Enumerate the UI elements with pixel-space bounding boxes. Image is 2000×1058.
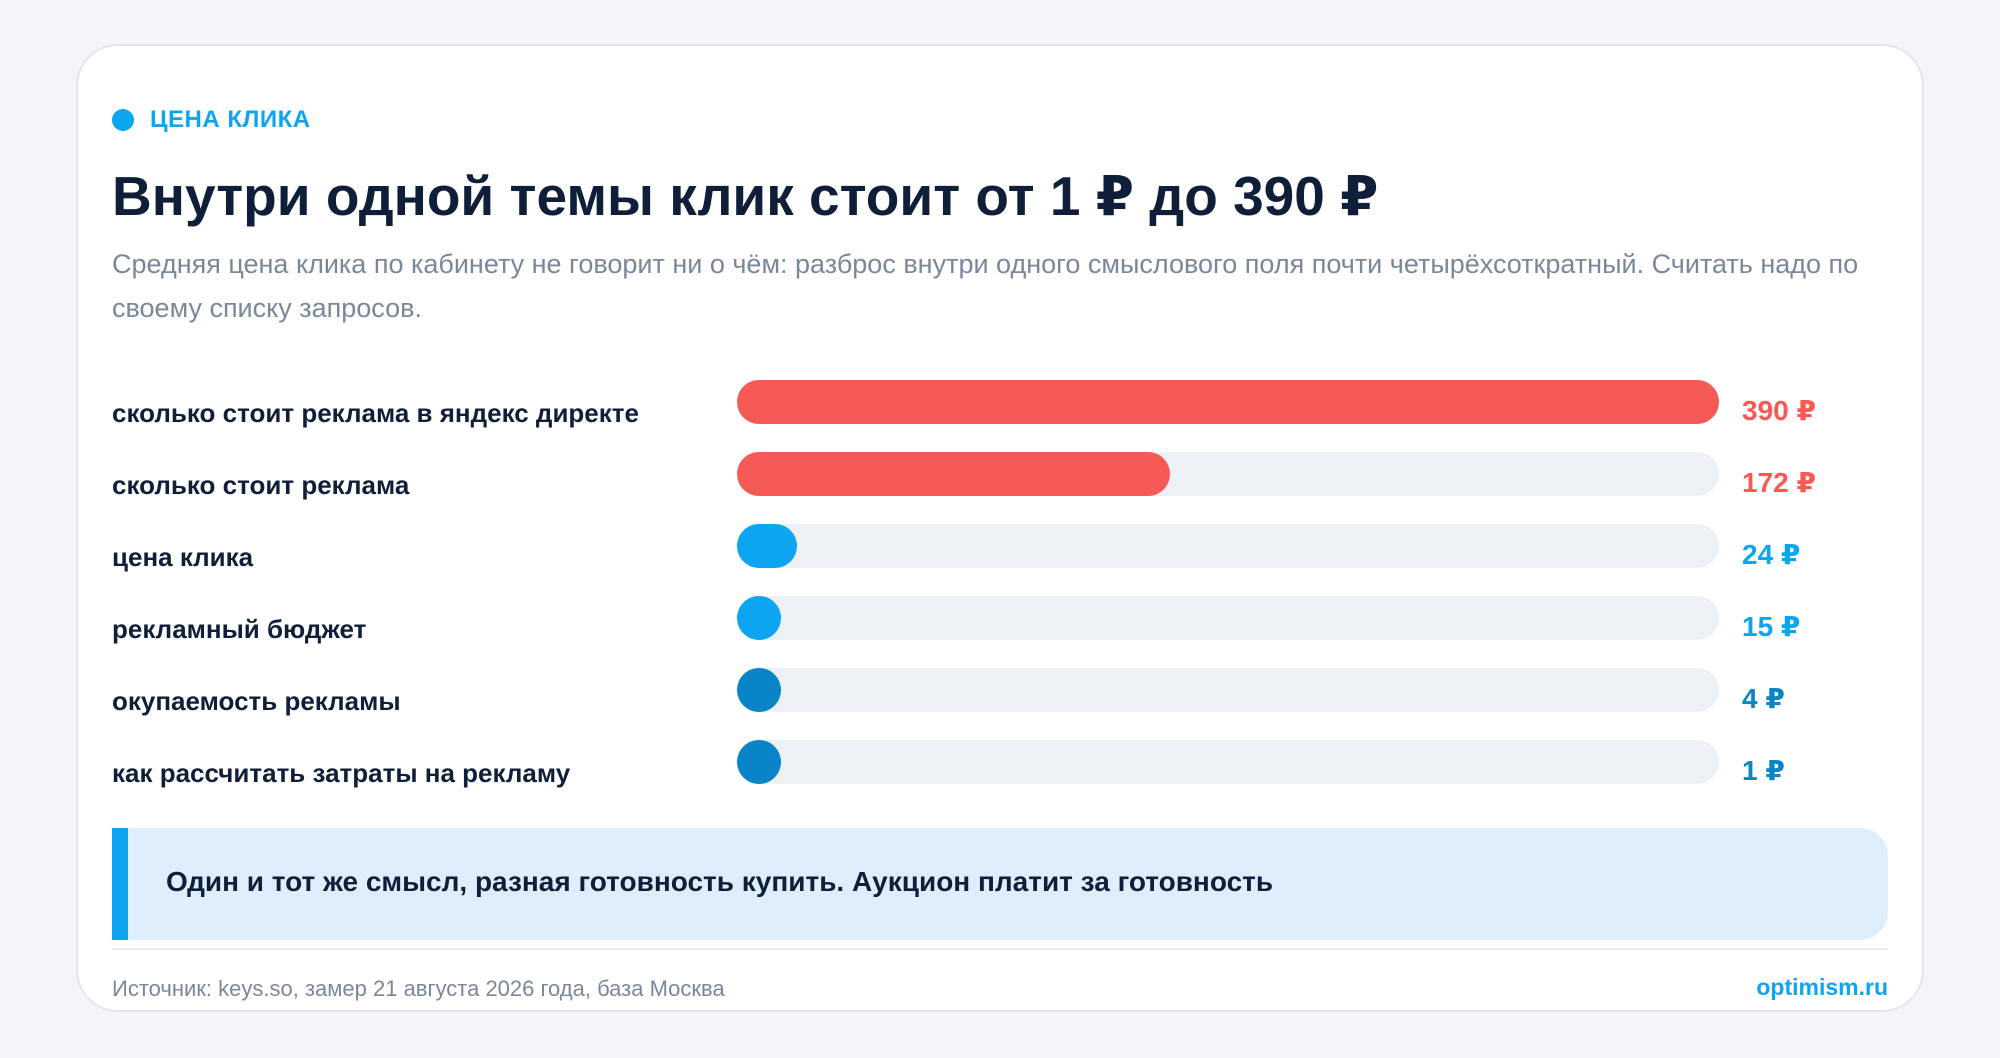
callout-accent-bar [112, 828, 128, 940]
callout: Один и тот же смысл, разная готовность к… [112, 828, 1888, 940]
bar [737, 740, 781, 784]
bar [737, 596, 781, 640]
eyebrow-label: ЦЕНА КЛИКА [150, 106, 311, 133]
callout-text: Один и тот же смысл, разная готовность к… [166, 866, 1274, 897]
chart-subtitle: Средняя цена клика по кабинету не говори… [112, 249, 1859, 323]
dot-icon [112, 109, 134, 131]
bar-row: как рассчитать затраты на рекламу 1 ₽ [112, 740, 1902, 788]
bar-track [737, 524, 1719, 568]
bar [737, 380, 1719, 424]
bar-track [737, 596, 1719, 640]
data-label: 15 ₽ [1742, 611, 1801, 642]
source-note: Источник: keys.so, замер 21 августа 2026… [112, 976, 725, 1001]
category-label: цена клика [112, 542, 254, 572]
bar-track [737, 668, 1719, 712]
data-label: 390 ₽ [1742, 395, 1816, 426]
bar [737, 452, 1171, 496]
data-label: 4 ₽ [1742, 683, 1785, 714]
bar-row: сколько стоит реклама 172 ₽ [112, 452, 1902, 500]
bar-row: рекламный бюджет 15 ₽ [112, 596, 1902, 644]
bar-row: сколько стоит реклама в яндекс директе 39… [112, 380, 1902, 428]
bar-track [737, 452, 1719, 496]
category-label: как рассчитать затраты на рекламу [112, 758, 571, 788]
data-label: 24 ₽ [1742, 539, 1801, 570]
brand-link[interactable]: optimism.ru [1756, 974, 1888, 1000]
category-label: сколько стоит реклама в яндекс директе [112, 398, 639, 428]
data-label: 1 ₽ [1742, 755, 1785, 786]
chart-title: Внутри одной темы клик стоит от 1 ₽ до 3… [112, 165, 1379, 227]
category-label: рекламный бюджет [112, 614, 367, 644]
data-label: 172 ₽ [1742, 467, 1816, 498]
bar-track [737, 380, 1719, 424]
category-label: сколько стоит реклама [112, 470, 410, 500]
divider [112, 948, 1888, 950]
bar [737, 668, 781, 712]
eyebrow: ЦЕНА КЛИКА [112, 102, 311, 138]
bar [737, 524, 798, 568]
category-label: окупаемость рекламы [112, 686, 401, 716]
bar-row: окупаемость рекламы 4 ₽ [112, 668, 1902, 716]
bar-track [737, 740, 1719, 784]
bar-row: цена клика 24 ₽ [112, 524, 1902, 572]
